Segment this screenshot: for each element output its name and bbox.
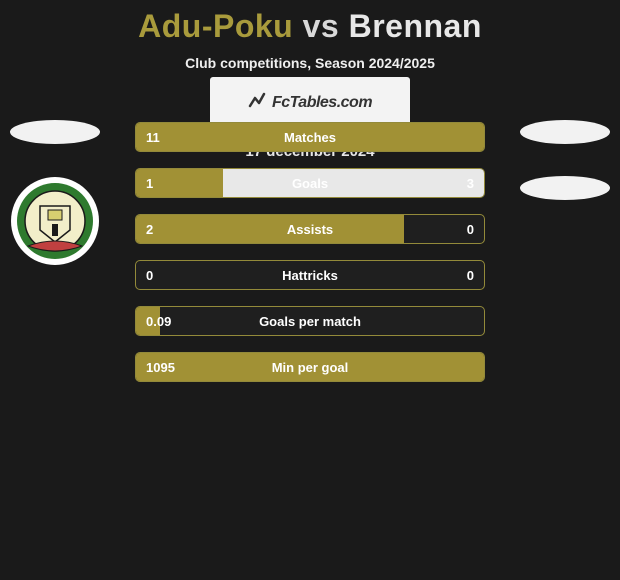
stat-value-right: 0: [467, 261, 474, 289]
player1-name: Adu-Poku: [138, 8, 293, 44]
stat-row: 1095Min per goal: [135, 352, 485, 382]
left-player-placeholder: [10, 120, 100, 144]
stat-row: 0Hattricks0: [135, 260, 485, 290]
left-side-column: [10, 120, 100, 266]
right-side-column: [520, 120, 610, 232]
stat-row: 11Matches: [135, 122, 485, 152]
stat-label: Min per goal: [136, 353, 484, 381]
fctables-icon: [248, 92, 266, 115]
comparison-title: Adu-Poku vs Brennan: [0, 0, 620, 45]
right-player-placeholder: [520, 120, 610, 144]
stat-label: Matches: [136, 123, 484, 151]
stat-label: Goals: [136, 169, 484, 197]
stat-label: Goals per match: [136, 307, 484, 335]
stat-row: 2Assists0: [135, 214, 485, 244]
stat-value-right: 3: [467, 169, 474, 197]
stat-label: Hattricks: [136, 261, 484, 289]
left-club-crest: [10, 176, 100, 266]
stat-row: 0.09Goals per match: [135, 306, 485, 336]
subtitle: Club competitions, Season 2024/2025: [0, 55, 620, 71]
stats-container: 11Matches1Goals32Assists00Hattricks00.09…: [135, 122, 485, 398]
stat-label: Assists: [136, 215, 484, 243]
watermark-text: FcTables.com: [272, 94, 372, 112]
right-club-placeholder: [520, 176, 610, 200]
stat-value-right: 0: [467, 215, 474, 243]
stat-row: 1Goals3: [135, 168, 485, 198]
vs-text: vs: [303, 8, 340, 44]
player2-name: Brennan: [349, 8, 482, 44]
